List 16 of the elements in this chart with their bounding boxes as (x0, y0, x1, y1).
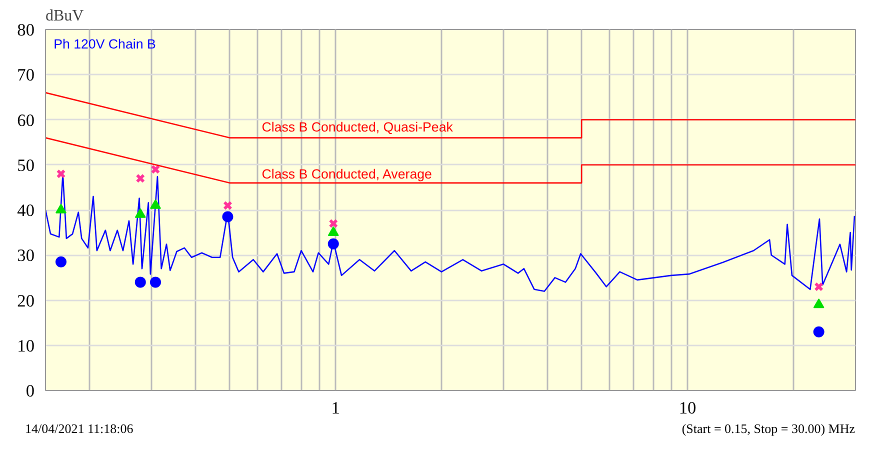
y-tick-label: 40 (17, 201, 34, 220)
x-tick-label: 1 (331, 398, 340, 418)
y-axis-title: dBuV (46, 8, 84, 24)
y-tick-label: 60 (17, 110, 34, 130)
y-tick-label: 10 (17, 336, 34, 356)
y-tick-label: 50 (17, 156, 34, 175)
annotation: Ph 120V Chain B (54, 36, 156, 52)
text: (Start = 0.15, Stop = 30.00) MHz (682, 420, 855, 438)
annotation: Class B Conducted, Average (262, 166, 432, 182)
text: 14/04/2021 11:18:06 (25, 420, 134, 438)
y-tick-label: 30 (17, 246, 34, 266)
y-tick-label: 20 (17, 291, 34, 310)
annotation: Class B Conducted, Quasi-Peak (262, 119, 454, 134)
y-tick-label: 70 (17, 66, 34, 85)
y-tick-label: 80 (17, 20, 34, 40)
y-tick-label: 0 (26, 382, 35, 400)
